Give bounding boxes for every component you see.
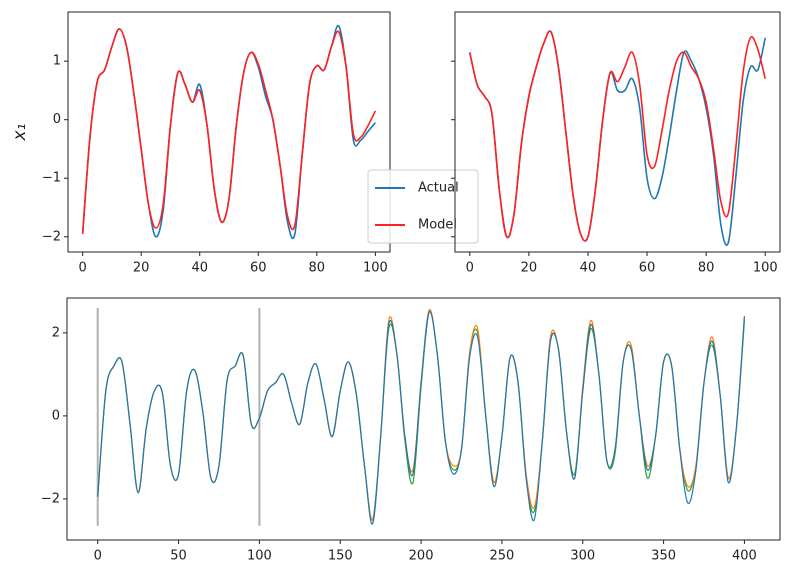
x-tick-label: 250 (489, 549, 514, 564)
x-tick-label: 100 (753, 261, 778, 276)
x-tick-label: 350 (651, 549, 676, 564)
legend-label: Actual (418, 181, 459, 196)
x-tick-label: 80 (698, 261, 715, 276)
x-tick-label: 100 (363, 261, 388, 276)
x-tick-label: 100 (247, 549, 272, 564)
axes-frame (66, 297, 781, 541)
data-line (81, 24, 376, 240)
x-tick-label: 20 (521, 261, 538, 276)
y-tick-label: 2 (52, 325, 60, 340)
axes-frame (67, 11, 391, 253)
x-tick-label: 60 (250, 261, 267, 276)
x-tick-label: 0 (466, 261, 474, 276)
y-tick-label: −2 (42, 229, 61, 244)
x-tick-label: 0 (78, 261, 86, 276)
x-tick-label: 200 (409, 549, 434, 564)
y-tick-label: 1 (53, 54, 61, 69)
data-line (97, 309, 746, 521)
data-line (97, 311, 746, 525)
x-tick-label: 20 (133, 261, 150, 276)
y-axis-label: x₁ (10, 124, 30, 142)
y-tick-label: −1 (42, 171, 61, 186)
x-tick-label: 0 (94, 549, 102, 564)
x-tick-label: 80 (309, 261, 326, 276)
x-tick-label: 40 (580, 261, 597, 276)
data-line (97, 310, 746, 521)
x-tick-label: 300 (570, 549, 595, 564)
data-line (468, 30, 767, 242)
x-tick-label: 400 (732, 549, 757, 564)
legend-label: Model (418, 218, 457, 233)
y-tick-label: 0 (53, 112, 61, 127)
x-tick-label: 50 (170, 549, 187, 564)
y-tick-label: 0 (52, 408, 60, 423)
data-line (81, 28, 377, 234)
x-tick-label: 60 (639, 261, 656, 276)
x-tick-label: 40 (191, 261, 208, 276)
axes-frame (454, 11, 781, 253)
y-tick-label: −2 (41, 491, 60, 506)
x-tick-label: 150 (328, 549, 353, 564)
